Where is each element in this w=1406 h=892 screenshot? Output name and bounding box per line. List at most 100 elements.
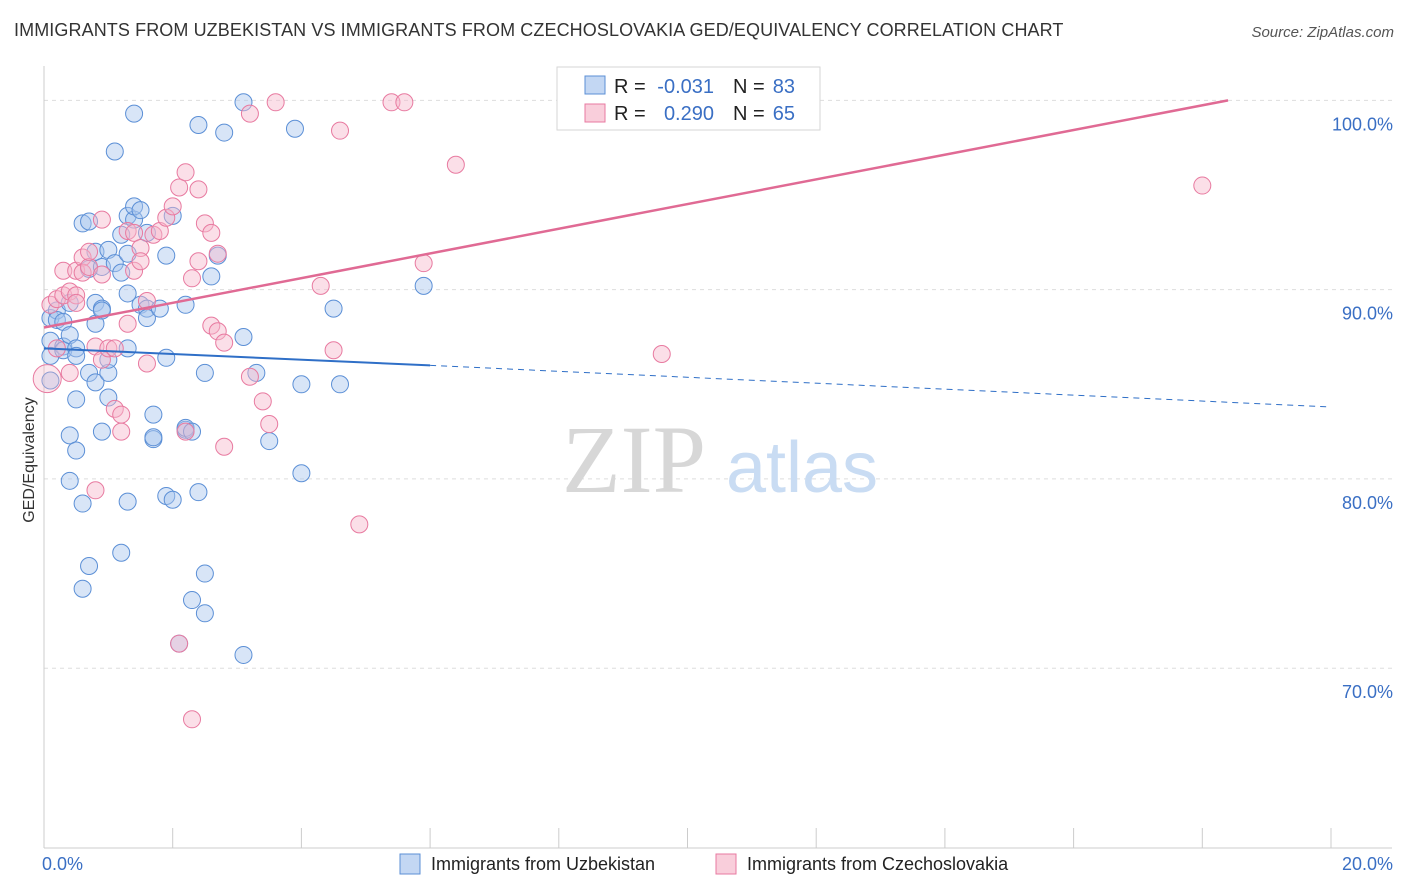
point-czechoslovakia — [92, 265, 111, 284]
stats-n-value-blue: 83 — [773, 76, 795, 98]
point-uzbekistan — [67, 346, 86, 365]
point-czechoslovakia — [1193, 176, 1212, 195]
point-uzbekistan — [260, 432, 279, 451]
point-czechoslovakia — [131, 252, 150, 271]
point-uzbekistan — [144, 405, 163, 424]
point-czechoslovakia — [157, 208, 176, 227]
chart-title: IMMIGRANTS FROM UZBEKISTAN VS IMMIGRANTS… — [14, 20, 1064, 40]
point-czechoslovakia — [253, 392, 272, 411]
point-uzbekistan — [234, 93, 253, 112]
point-uzbekistan — [285, 119, 304, 138]
point-czechoslovakia — [652, 345, 671, 364]
point-czechoslovakia — [67, 286, 86, 305]
stats-r-value-pink: 0.290 — [664, 103, 714, 125]
point-czechoslovakia — [208, 322, 227, 341]
watermark-zip: ZIP — [562, 406, 706, 513]
point-uzbekistan — [67, 339, 86, 358]
point-czechoslovakia — [189, 252, 208, 271]
x-tick-label: 0.0% — [42, 854, 83, 874]
point-uzbekistan — [67, 390, 86, 409]
point-uzbekistan — [183, 591, 202, 610]
point-uzbekistan — [80, 556, 99, 575]
point-czechoslovakia — [170, 634, 189, 653]
point-czechoslovakia — [150, 221, 169, 240]
point-czechoslovakia — [54, 261, 73, 280]
point-uzbekistan — [292, 464, 311, 483]
point-czechoslovakia — [260, 415, 279, 434]
point-uzbekistan — [195, 363, 214, 382]
trend-lines — [43, 99, 1332, 408]
point-uzbekistan — [163, 490, 182, 509]
point-czechoslovakia — [382, 93, 401, 112]
point-uzbekistan — [183, 422, 202, 441]
point-uzbekistan — [234, 645, 253, 664]
point-uzbekistan — [189, 483, 208, 502]
point-czechoslovakia — [414, 254, 433, 273]
point-czechoslovakia — [195, 214, 214, 233]
point-uzbekistan — [157, 348, 176, 367]
point-czechoslovakia — [170, 178, 189, 197]
legend-swatch-uzbekistan — [399, 853, 421, 875]
point-czechoslovakia — [215, 437, 234, 456]
point-czechoslovakia-cluster — [32, 364, 62, 394]
point-uzbekistan — [125, 104, 144, 123]
point-uzbekistan — [86, 373, 105, 392]
point-uzbekistan — [112, 543, 131, 562]
point-czechoslovakia — [105, 339, 124, 358]
point-czechoslovakia — [137, 354, 156, 373]
legend-label-czechoslovakia: Immigrants from Czechoslovakia — [747, 854, 1009, 874]
point-uzbekistan — [331, 375, 350, 394]
point-czechoslovakia — [350, 515, 369, 534]
point-czechoslovakia — [311, 276, 330, 295]
point-czechoslovakia — [189, 180, 208, 199]
point-czechoslovakia — [183, 710, 202, 729]
point-uzbekistan — [60, 471, 79, 490]
stats-r-label-pink: R = — [614, 103, 646, 125]
axes — [43, 66, 1392, 849]
point-uzbekistan — [163, 206, 182, 225]
point-czechoslovakia — [112, 405, 131, 424]
stats-n-label-blue: N = — [733, 76, 765, 98]
stats-legend: R = -0.031 N = 83 R = 0.290 N = 65 — [556, 66, 821, 131]
point-uzbekistan — [195, 604, 214, 623]
point-czechoslovakia — [202, 223, 221, 242]
point-uzbekistan — [105, 254, 124, 273]
point-uzbekistan — [157, 246, 176, 265]
point-uzbekistan — [80, 363, 99, 382]
point-czechoslovakia — [395, 93, 414, 112]
point-uzbekistan — [105, 142, 124, 161]
point-czechoslovakia — [183, 269, 202, 288]
stats-r-value-blue: -0.031 — [657, 76, 714, 98]
stats-n-value-pink: 65 — [773, 103, 795, 125]
point-czechoslovakia — [67, 293, 86, 312]
watermark-atlas: atlas — [726, 428, 878, 508]
point-uzbekistan — [215, 123, 234, 142]
point-uzbekistan — [99, 363, 118, 382]
point-czechoslovakia — [131, 239, 150, 258]
legend-label-uzbekistan: Immigrants from Uzbekistan — [431, 854, 655, 874]
point-czechoslovakia — [240, 367, 259, 386]
point-czechoslovakia — [92, 210, 111, 229]
point-uzbekistan — [73, 579, 92, 598]
point-uzbekistan — [73, 214, 92, 233]
point-uzbekistan — [189, 115, 208, 134]
source-label: Source: ZipAtlas.com — [1251, 24, 1394, 41]
point-czechoslovakia — [331, 121, 350, 140]
stats-swatch-pink — [584, 103, 606, 123]
stats-n-label-pink: N = — [733, 103, 765, 125]
point-uzbekistan — [118, 284, 137, 303]
y-tick-label: 90.0% — [1342, 304, 1393, 324]
y-tick-label: 70.0% — [1342, 682, 1393, 702]
point-czechoslovakia — [112, 422, 131, 441]
point-czechoslovakia — [176, 422, 195, 441]
point-uzbekistan — [324, 299, 343, 318]
point-uzbekistan — [234, 327, 253, 346]
point-uzbekistan — [131, 201, 150, 220]
legend-swatch-czechoslovakia — [715, 853, 737, 875]
point-czechoslovakia — [215, 333, 234, 352]
point-uzbekistan — [125, 210, 144, 229]
stats-swatch-blue — [584, 75, 606, 95]
point-uzbekistan — [118, 492, 137, 511]
point-czechoslovakia — [99, 339, 118, 358]
